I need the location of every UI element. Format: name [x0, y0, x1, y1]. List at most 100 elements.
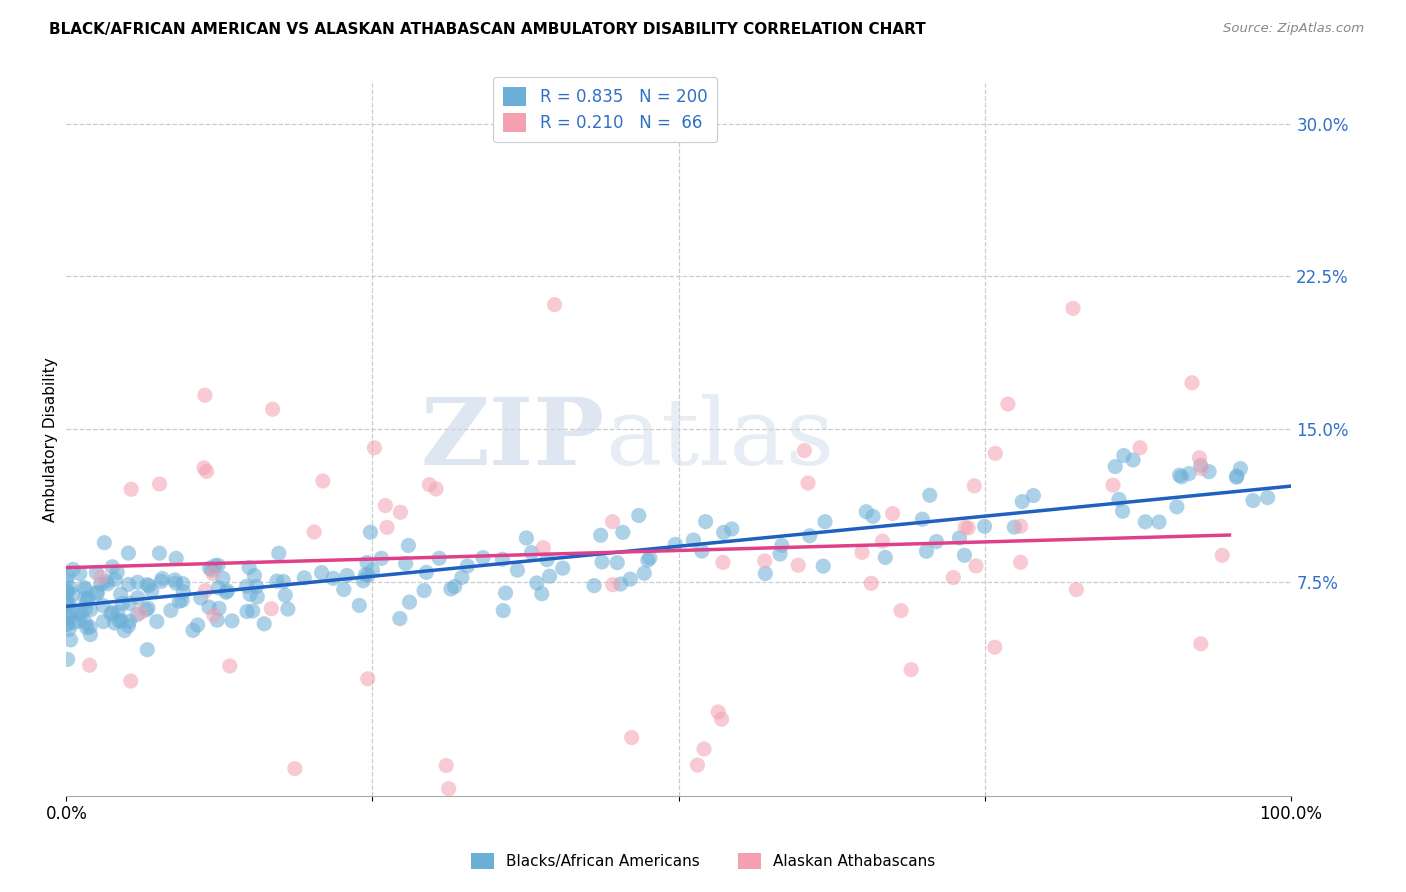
Point: [129, 606, 152, 620]
Point: [267, 546, 290, 560]
Point: [851, 545, 873, 559]
Point: [530, 587, 553, 601]
Point: [1066, 582, 1088, 597]
Point: [437, 781, 460, 796]
Legend: R = 0.835   N = 200, R = 0.210   N =  66: R = 0.835 N = 200, R = 0.210 N = 66: [494, 77, 717, 142]
Point: [492, 604, 515, 618]
Point: [415, 566, 437, 580]
Point: [370, 551, 392, 566]
Point: [627, 508, 650, 523]
Point: [218, 659, 240, 673]
Point: [602, 577, 624, 591]
Point: [770, 538, 793, 552]
Point: [491, 552, 513, 566]
Point: [262, 402, 284, 417]
Text: Source: ZipAtlas.com: Source: ZipAtlas.com: [1223, 22, 1364, 36]
Point: [957, 521, 980, 535]
Point: [1168, 468, 1191, 483]
Point: [1010, 519, 1032, 533]
Point: [374, 499, 396, 513]
Point: [814, 515, 837, 529]
Point: [212, 571, 235, 585]
Point: [1011, 494, 1033, 508]
Point: [187, 618, 209, 632]
Point: [273, 574, 295, 589]
Point: [855, 505, 877, 519]
Point: [146, 615, 169, 629]
Point: [75, 602, 97, 616]
Point: [1229, 461, 1251, 475]
Point: [194, 583, 217, 598]
Y-axis label: Ambulatory Disability: Ambulatory Disability: [44, 357, 58, 522]
Point: [190, 591, 212, 605]
Point: [56, 584, 79, 599]
Point: [690, 544, 713, 558]
Point: [202, 566, 225, 581]
Text: BLACK/AFRICAN AMERICAN VS ALASKAN ATHABASCAN AMBULATORY DISABILITY CORRELATION C: BLACK/AFRICAN AMERICAN VS ALASKAN ATHABA…: [49, 22, 927, 37]
Point: [58, 623, 80, 637]
Point: [90, 577, 112, 591]
Point: [110, 587, 132, 601]
Point: [207, 558, 229, 573]
Point: [1166, 500, 1188, 514]
Point: [201, 563, 224, 577]
Point: [169, 594, 191, 608]
Point: [911, 512, 934, 526]
Point: [918, 488, 941, 502]
Point: [136, 601, 159, 615]
Point: [59, 610, 82, 624]
Point: [1122, 453, 1144, 467]
Point: [312, 474, 335, 488]
Point: [67, 606, 90, 620]
Point: [813, 559, 835, 574]
Point: [862, 509, 884, 524]
Point: [246, 590, 269, 604]
Point: [198, 600, 221, 615]
Point: [217, 583, 239, 598]
Point: [531, 541, 554, 555]
Point: [55, 597, 77, 611]
Point: [138, 579, 160, 593]
Point: [117, 546, 139, 560]
Point: [526, 576, 548, 591]
Point: [1135, 515, 1157, 529]
Point: [60, 587, 83, 601]
Point: [963, 479, 986, 493]
Point: [242, 604, 264, 618]
Point: [127, 575, 149, 590]
Point: [117, 619, 139, 633]
Point: [1189, 637, 1212, 651]
Point: [76, 594, 98, 608]
Point: [357, 672, 380, 686]
Point: [915, 544, 938, 558]
Point: [165, 551, 187, 566]
Point: [245, 579, 267, 593]
Point: [953, 520, 976, 534]
Point: [108, 614, 131, 628]
Point: [900, 663, 922, 677]
Point: [965, 558, 987, 573]
Point: [105, 566, 128, 580]
Point: [721, 522, 744, 536]
Point: [114, 624, 136, 638]
Point: [538, 569, 561, 583]
Point: [953, 549, 976, 563]
Point: [427, 551, 450, 566]
Point: [754, 554, 776, 568]
Point: [872, 534, 894, 549]
Point: [1062, 301, 1084, 316]
Point: [215, 585, 238, 599]
Point: [86, 566, 108, 580]
Point: [619, 572, 641, 586]
Point: [693, 742, 716, 756]
Point: [942, 570, 965, 584]
Point: [686, 758, 709, 772]
Point: [150, 574, 173, 589]
Point: [292, 571, 315, 585]
Point: [322, 571, 344, 585]
Point: [63, 615, 86, 630]
Point: [425, 482, 447, 496]
Point: [94, 574, 117, 589]
Point: [235, 579, 257, 593]
Point: [75, 615, 97, 630]
